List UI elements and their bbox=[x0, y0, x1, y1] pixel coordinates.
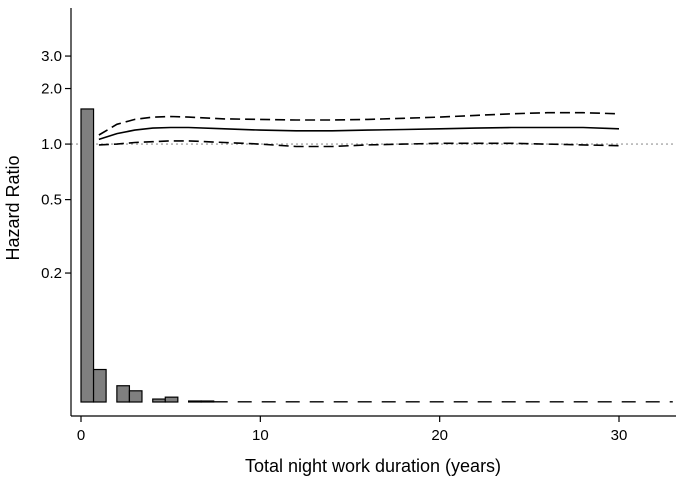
y-tick-label: 1.0 bbox=[41, 136, 62, 153]
histogram-bar bbox=[128, 390, 143, 403]
plot-area bbox=[71, 108, 676, 403]
histogram-bar bbox=[188, 400, 202, 403]
axes: 3.0 2.0 1.0 0.5 0.2 0 10 20 30 bbox=[41, 8, 676, 444]
histogram-bar bbox=[80, 108, 95, 403]
y-tick-label: 0.2 bbox=[41, 265, 62, 282]
histogram-bar bbox=[116, 385, 131, 403]
y-axis-title: Hazard Ratio bbox=[3, 155, 23, 260]
x-tick-label: 30 bbox=[611, 427, 628, 444]
histogram-bar bbox=[152, 398, 166, 403]
x-tick-label: 0 bbox=[77, 427, 85, 444]
y-tick-label: 3.0 bbox=[41, 48, 62, 65]
lower-ci-line bbox=[98, 140, 620, 148]
y-tick-label: 0.5 bbox=[41, 192, 62, 209]
histogram-bar bbox=[92, 368, 107, 403]
x-axis-title: Total night work duration (years) bbox=[245, 456, 501, 476]
histogram-bar bbox=[164, 396, 179, 403]
estimate-line bbox=[98, 126, 620, 141]
upper-ci-line bbox=[98, 111, 620, 136]
x-tick-label: 10 bbox=[252, 427, 269, 444]
y-tick-label: 2.0 bbox=[41, 81, 62, 98]
x-tick-label: 20 bbox=[431, 427, 448, 444]
histogram-bar bbox=[200, 400, 215, 403]
